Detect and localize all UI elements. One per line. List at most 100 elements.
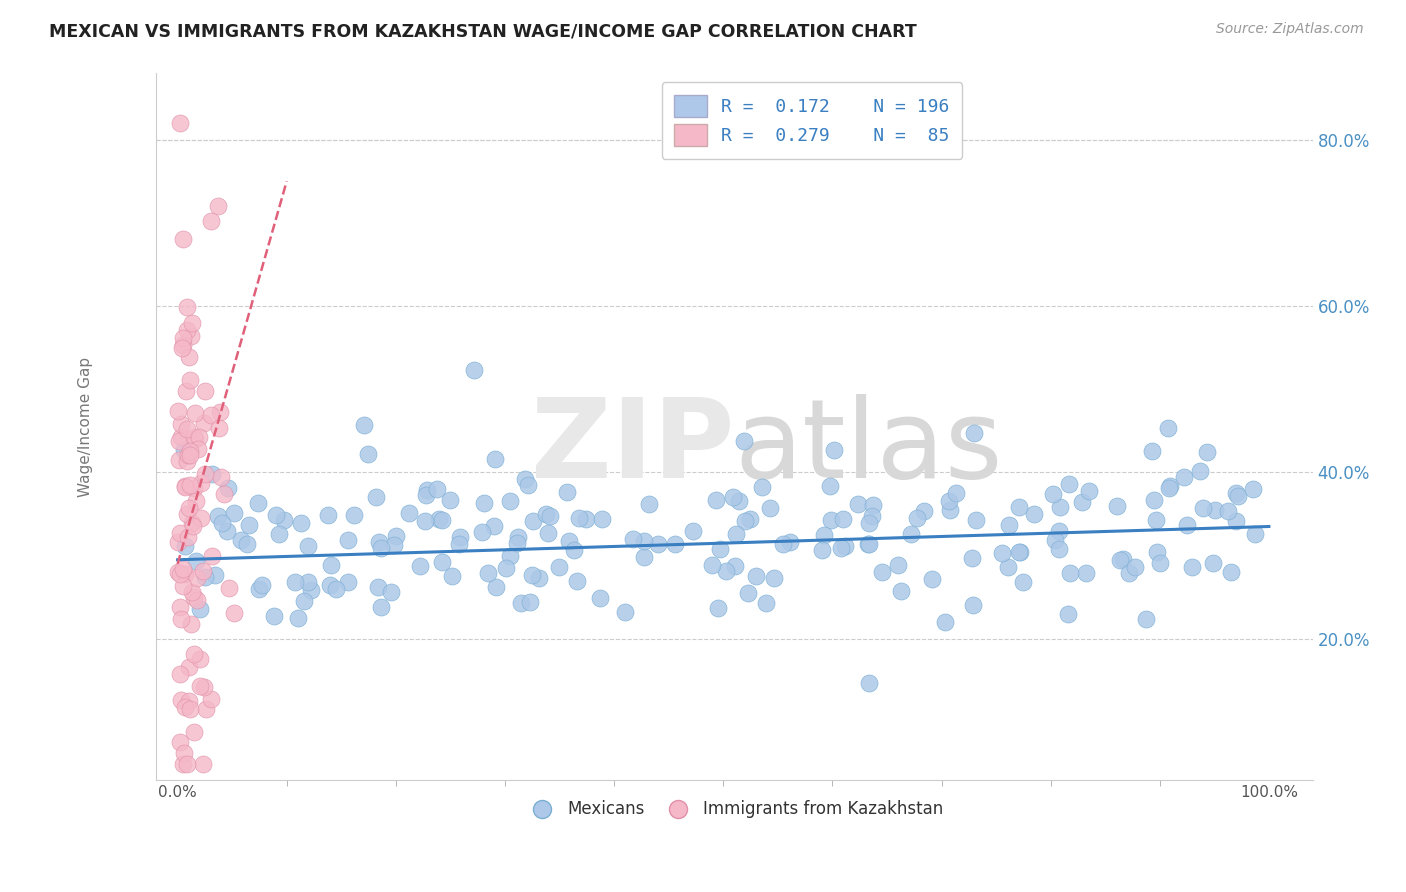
Point <box>472 495 495 509</box>
Point <box>575 512 598 526</box>
Point <box>177 448 200 462</box>
Point <box>485 580 508 594</box>
Point <box>1049 524 1071 539</box>
Point <box>706 492 728 507</box>
Point <box>269 526 291 541</box>
Point <box>183 724 205 739</box>
Point <box>912 504 935 518</box>
Point <box>299 583 322 598</box>
Point <box>1143 493 1166 508</box>
Point <box>734 514 756 528</box>
Point <box>1008 500 1031 514</box>
Point <box>707 601 730 615</box>
Point <box>1071 495 1094 509</box>
Point <box>215 524 238 538</box>
Point <box>856 537 879 551</box>
Y-axis label: Wage/Income Gap: Wage/Income Gap <box>79 357 93 497</box>
Point <box>945 486 967 500</box>
Point <box>1135 612 1157 626</box>
Point <box>1144 513 1167 527</box>
Point <box>187 442 209 456</box>
Point <box>740 512 762 526</box>
Point <box>184 554 207 568</box>
Point <box>647 537 669 551</box>
Point <box>238 517 260 532</box>
Point <box>174 567 197 582</box>
Point <box>900 527 922 541</box>
Point <box>174 479 197 493</box>
Point <box>169 430 191 444</box>
Point <box>180 329 202 343</box>
Point <box>755 596 778 610</box>
Point <box>181 316 204 330</box>
Point <box>1181 560 1204 574</box>
Point <box>811 543 834 558</box>
Point <box>167 434 190 448</box>
Point <box>207 420 229 434</box>
Point <box>174 478 197 492</box>
Point <box>384 529 406 543</box>
Point <box>179 448 201 462</box>
Point <box>506 530 529 544</box>
Point <box>172 330 194 344</box>
Point <box>176 507 198 521</box>
Point <box>172 341 194 355</box>
Point <box>1195 444 1218 458</box>
Point <box>1105 499 1128 513</box>
Point <box>558 533 581 548</box>
Point <box>534 507 557 521</box>
Point <box>200 408 222 422</box>
Point <box>1157 421 1180 435</box>
Point <box>1123 560 1146 574</box>
Point <box>1188 465 1211 479</box>
Point <box>751 481 773 495</box>
Point <box>263 608 285 623</box>
Point <box>194 384 217 399</box>
Point <box>831 512 853 526</box>
Point <box>380 585 402 599</box>
Point <box>820 513 842 527</box>
Point <box>172 756 194 771</box>
Point <box>367 580 389 594</box>
Point <box>858 676 880 690</box>
Point <box>1074 566 1097 580</box>
Point <box>818 479 841 493</box>
Point <box>1146 544 1168 558</box>
Point <box>190 511 212 525</box>
Point <box>200 692 222 706</box>
Point <box>172 579 194 593</box>
Point <box>201 467 224 481</box>
Point <box>614 605 637 619</box>
Point <box>759 500 782 515</box>
Point <box>194 569 217 583</box>
Point <box>499 549 522 563</box>
Point <box>860 508 883 523</box>
Point <box>506 536 529 550</box>
Point <box>471 525 494 540</box>
Point <box>1059 566 1081 581</box>
Point <box>763 571 786 585</box>
Point <box>194 702 217 716</box>
Point <box>184 493 207 508</box>
Point <box>621 532 644 546</box>
Point <box>284 574 307 589</box>
Point <box>449 530 471 544</box>
Point <box>477 566 499 581</box>
Point <box>170 693 193 707</box>
Point <box>177 501 200 516</box>
Point <box>316 508 339 522</box>
Point <box>183 430 205 444</box>
Point <box>1216 504 1239 518</box>
Point <box>176 300 198 314</box>
Point <box>939 503 962 517</box>
Point <box>179 701 201 715</box>
Point <box>862 499 884 513</box>
Point <box>997 517 1019 532</box>
Point <box>1118 566 1140 581</box>
Point <box>1024 507 1046 521</box>
Point <box>229 533 252 548</box>
Point <box>823 443 845 458</box>
Point <box>991 546 1014 560</box>
Point <box>527 571 550 585</box>
Point <box>179 477 201 491</box>
